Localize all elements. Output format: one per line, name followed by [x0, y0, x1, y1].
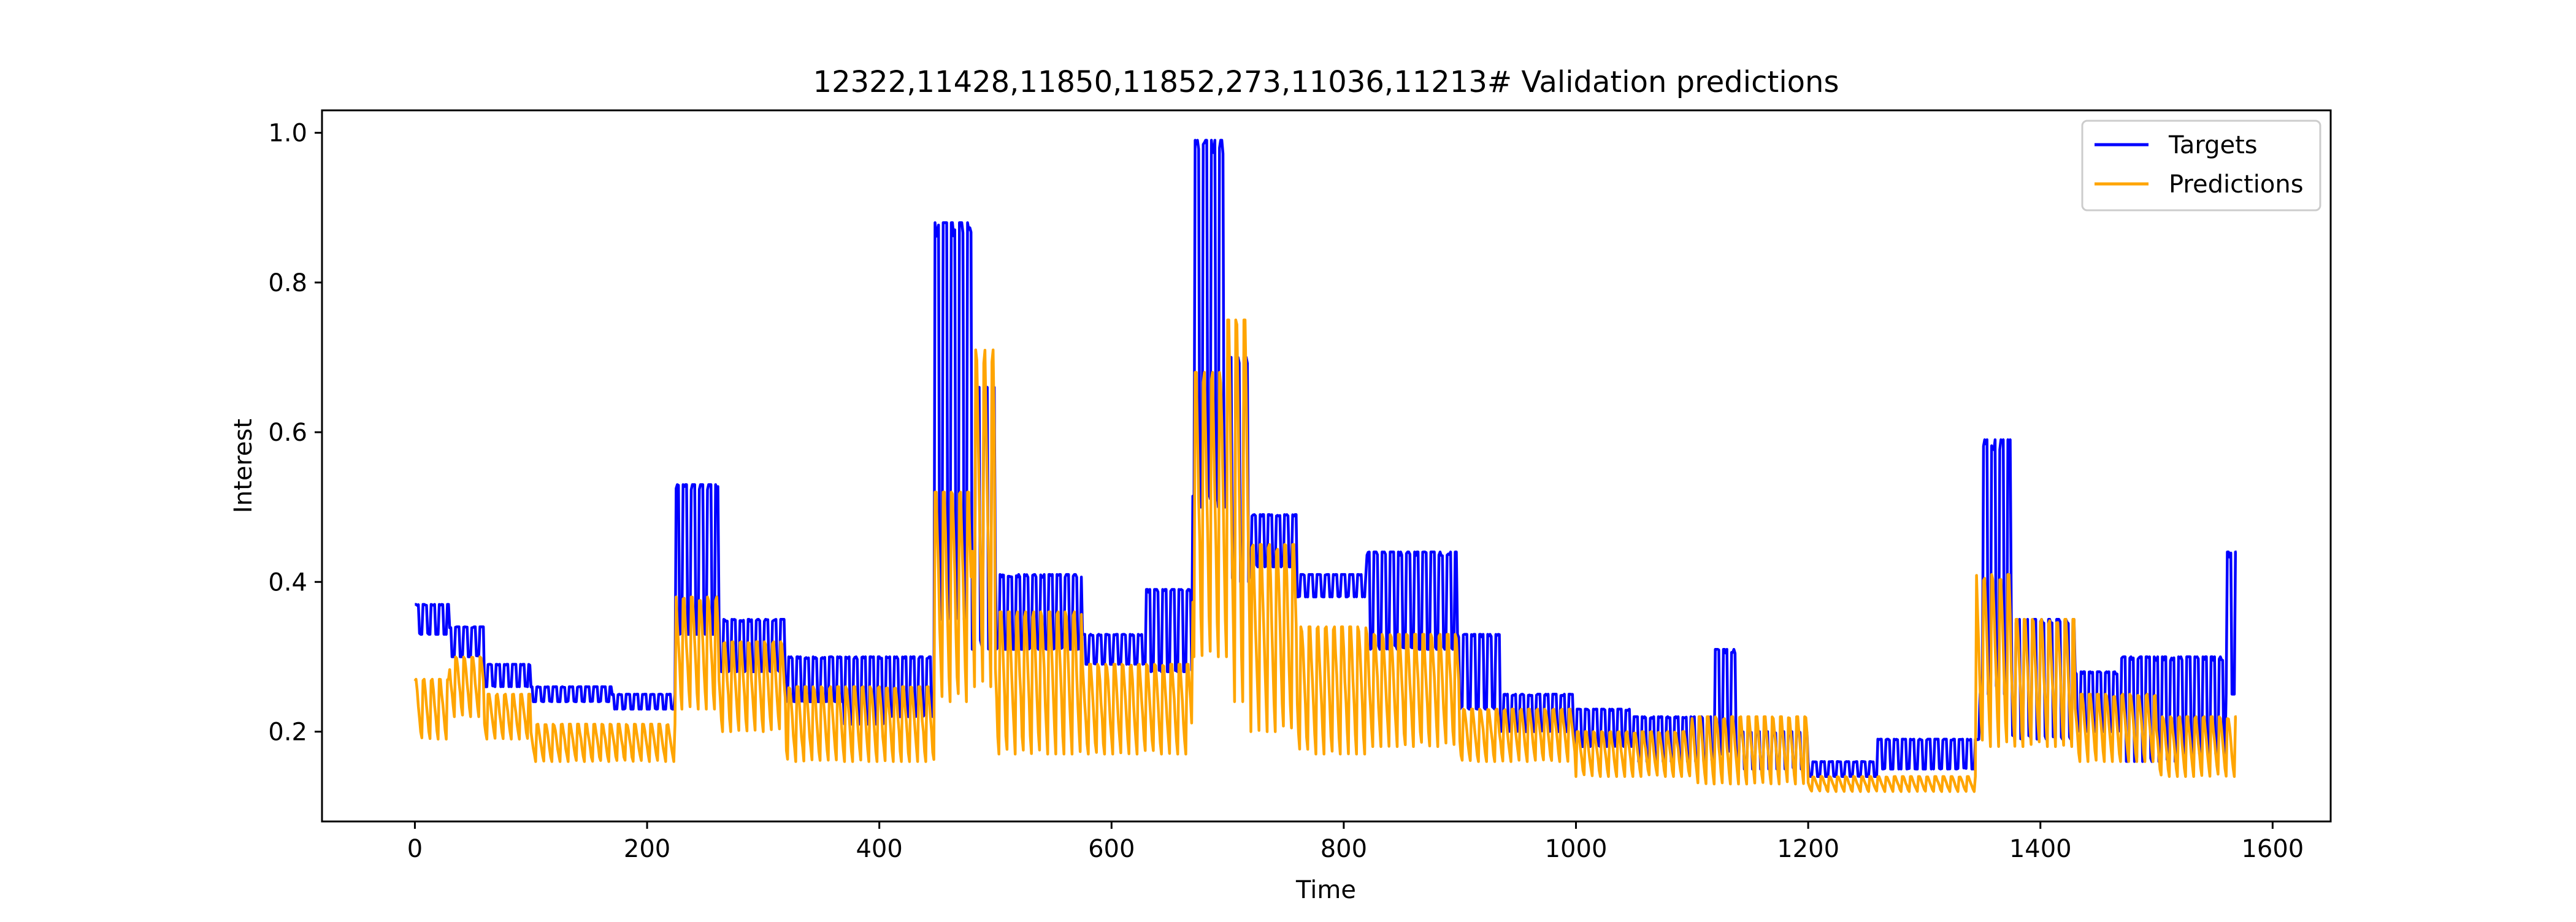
- y-axis-label: Interest: [229, 419, 258, 513]
- x-tick-label: 1200: [1777, 835, 1839, 863]
- y-tick-label: 0.4: [268, 568, 307, 596]
- x-axis-label: Time: [1295, 876, 1356, 904]
- chart-title: 12322,11428,11850,11852,273,11036,11213#…: [813, 65, 1839, 99]
- plot-area: [413, 139, 2237, 793]
- x-tick-label: 200: [624, 835, 670, 863]
- y-tick-label: 0.2: [268, 718, 307, 746]
- legend: Targets Predictions: [2081, 120, 2321, 211]
- y-tick-label: 0.8: [268, 269, 307, 297]
- series-line-targets: [415, 139, 2237, 778]
- legend-predictions-label: Predictions: [2169, 170, 2304, 199]
- axes: 0 200 400 600 800 1000 1200 1400 1600 0.2 0.4 0.6 0.…: [268, 120, 2304, 863]
- x-tick-label: 600: [1088, 835, 1135, 863]
- plot-frame: [321, 109, 2332, 823]
- x-tick-label: 1600: [2241, 835, 2304, 863]
- x-tick-label: 400: [856, 835, 902, 863]
- x-tick-label: 1400: [2009, 835, 2072, 863]
- series-line-predictions: [413, 318, 2237, 793]
- x-tick-label: 0: [407, 835, 423, 863]
- x-tick-label: 800: [1321, 835, 1367, 863]
- x-tick-label: 1000: [1545, 835, 1608, 863]
- y-tick-label: 0.6: [268, 419, 307, 447]
- y-tick-label: 1.0: [268, 120, 307, 148]
- legend-targets-label: Targets: [2168, 131, 2258, 159]
